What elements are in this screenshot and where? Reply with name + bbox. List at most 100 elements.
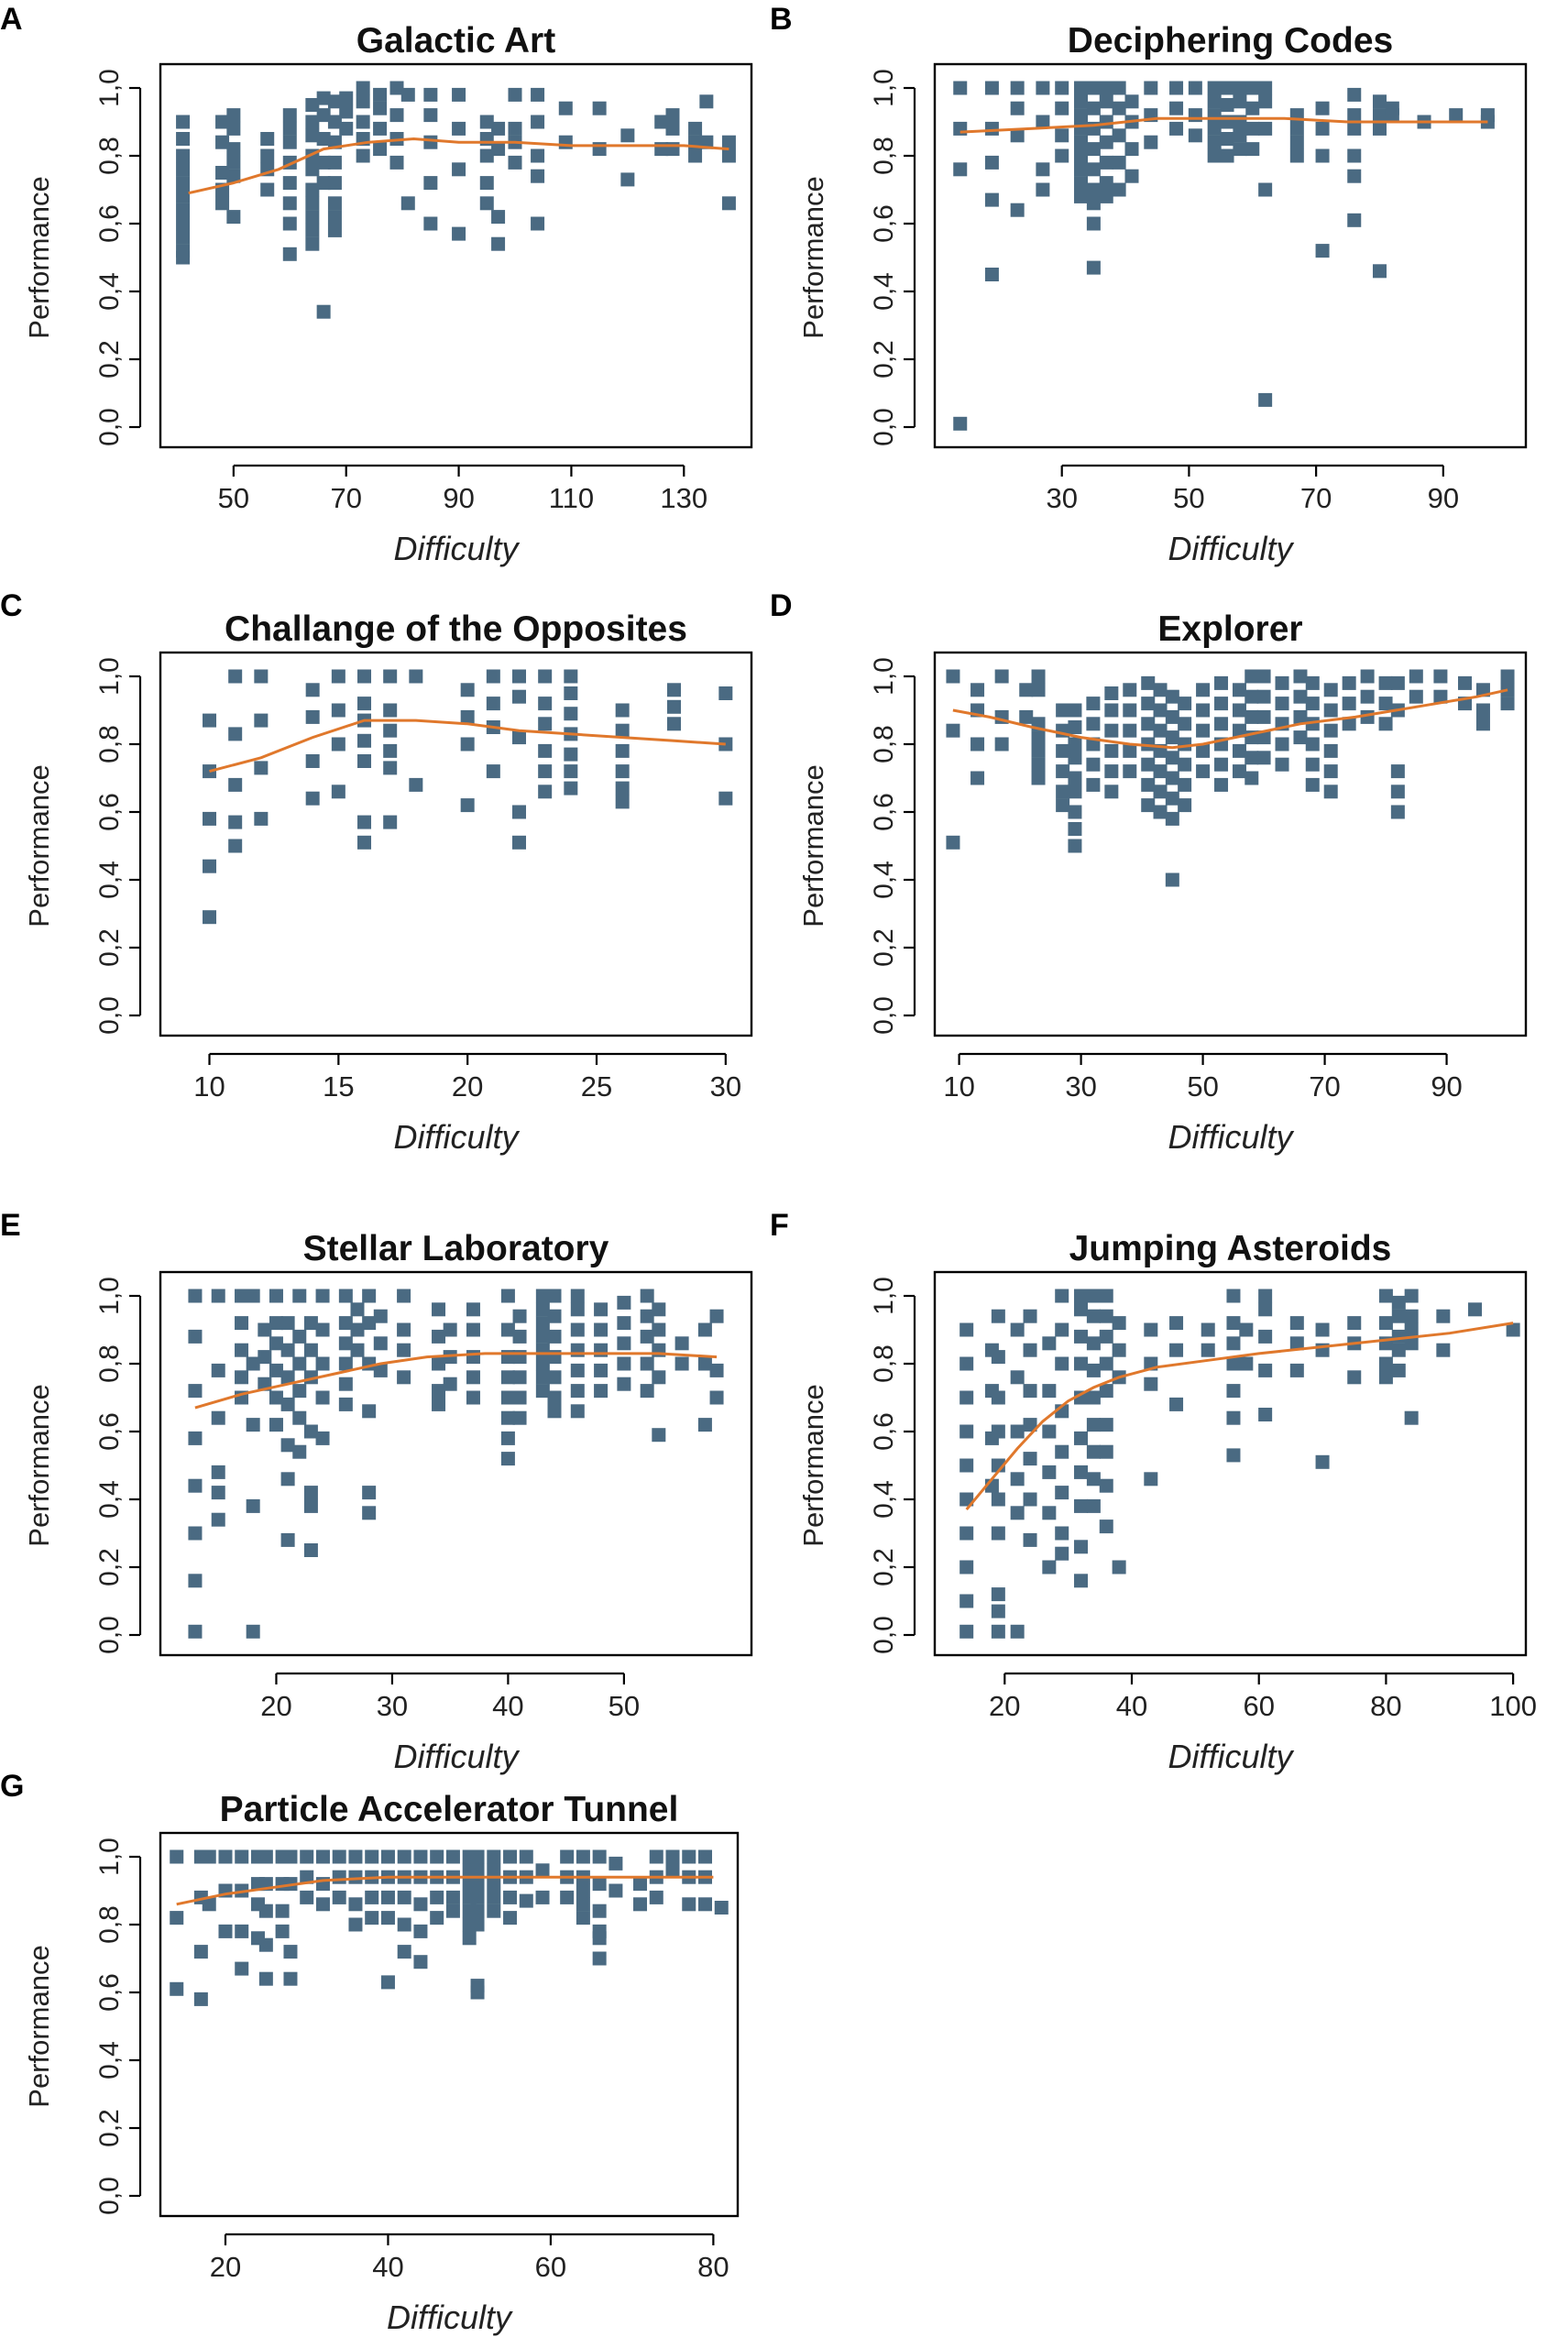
data-point bbox=[1233, 94, 1247, 109]
data-point bbox=[1500, 669, 1515, 684]
data-point bbox=[1056, 743, 1070, 758]
data-point bbox=[397, 1917, 411, 1932]
data-point bbox=[316, 176, 331, 191]
y-tick-label: 0,6 bbox=[94, 793, 125, 831]
data-point bbox=[1196, 743, 1211, 758]
data-point bbox=[1196, 764, 1211, 779]
data-point bbox=[1031, 771, 1046, 785]
data-point bbox=[1233, 81, 1247, 95]
data-point bbox=[487, 1849, 501, 1864]
plot-frame bbox=[159, 62, 753, 449]
data-point bbox=[665, 121, 680, 136]
data-point bbox=[1074, 1465, 1089, 1479]
data-point bbox=[1178, 717, 1192, 731]
data-point bbox=[570, 1322, 585, 1337]
data-point bbox=[1086, 1363, 1101, 1377]
y-tick-label: 0,4 bbox=[94, 272, 125, 311]
data-point bbox=[487, 1904, 501, 1918]
data-point bbox=[1207, 135, 1222, 149]
data-point bbox=[1385, 108, 1399, 123]
data-point bbox=[547, 1350, 562, 1365]
data-point bbox=[1245, 142, 1260, 157]
data-point bbox=[305, 754, 320, 768]
data-point bbox=[1074, 81, 1089, 95]
data-point bbox=[380, 1975, 395, 1990]
data-point bbox=[282, 108, 297, 123]
data-point bbox=[452, 162, 466, 177]
data-point bbox=[1178, 697, 1192, 711]
data-point bbox=[1099, 1444, 1113, 1459]
data-point bbox=[246, 1418, 260, 1432]
data-point bbox=[1074, 1540, 1089, 1554]
data-point bbox=[460, 709, 475, 724]
data-point bbox=[667, 683, 682, 697]
data-point bbox=[1305, 675, 1320, 690]
x-axis-title: Difficulty bbox=[387, 2299, 513, 2336]
data-point bbox=[1031, 669, 1046, 684]
data-point bbox=[1378, 717, 1393, 731]
chart-title: Deciphering Codes bbox=[1068, 21, 1393, 60]
data-point bbox=[356, 115, 370, 129]
data-point bbox=[176, 148, 191, 163]
y-tick-label: 0,0 bbox=[869, 408, 899, 446]
data-point bbox=[1074, 108, 1089, 123]
data-point bbox=[946, 669, 960, 684]
data-point bbox=[1220, 81, 1234, 95]
data-point bbox=[1055, 1356, 1069, 1371]
data-point bbox=[460, 798, 475, 813]
x-tick-label: 40 bbox=[1116, 1690, 1147, 1722]
data-point bbox=[316, 304, 331, 319]
data-point bbox=[718, 686, 733, 700]
data-point bbox=[1019, 709, 1034, 724]
data-point bbox=[1404, 1322, 1419, 1337]
data-point bbox=[1123, 764, 1137, 779]
data-point bbox=[1074, 148, 1089, 163]
data-point bbox=[1258, 121, 1273, 136]
data-point bbox=[1293, 669, 1308, 684]
x-tick-label: 100 bbox=[1489, 1690, 1537, 1722]
data-point bbox=[576, 1883, 590, 1898]
data-point bbox=[292, 1384, 307, 1399]
data-point bbox=[1068, 784, 1082, 799]
data-point bbox=[254, 669, 269, 684]
data-point bbox=[280, 1438, 295, 1453]
data-point bbox=[1188, 108, 1202, 123]
data-point bbox=[305, 210, 320, 225]
y-tick-label: 0,6 bbox=[94, 1973, 125, 2012]
data-point bbox=[305, 162, 320, 177]
panel-c: C Challange of the Opposites 0,0 0,2 0,4 0,6 0… bbox=[0, 588, 753, 1156]
data-point bbox=[254, 761, 269, 775]
data-point bbox=[1023, 1452, 1037, 1466]
data-point bbox=[1391, 1295, 1406, 1310]
data-point bbox=[466, 1390, 480, 1405]
data-point bbox=[594, 1363, 609, 1377]
data-point bbox=[1390, 784, 1405, 799]
data-point bbox=[1010, 203, 1025, 217]
data-point bbox=[1468, 1302, 1483, 1317]
data-point bbox=[699, 135, 714, 149]
data-point bbox=[226, 142, 241, 157]
data-point bbox=[432, 1356, 446, 1371]
data-point bbox=[682, 1849, 696, 1864]
data-point bbox=[1258, 1289, 1273, 1303]
data-point bbox=[487, 1890, 501, 1904]
data-point bbox=[432, 1384, 446, 1399]
data-point bbox=[1315, 148, 1330, 163]
data-point bbox=[991, 1390, 1005, 1405]
data-point bbox=[1232, 743, 1246, 758]
data-point bbox=[282, 196, 297, 211]
plot-frame bbox=[159, 1831, 740, 2218]
data-point bbox=[1112, 81, 1126, 95]
data-point bbox=[350, 1322, 365, 1337]
data-point bbox=[1099, 81, 1113, 95]
data-point bbox=[292, 1289, 307, 1303]
data-point bbox=[1074, 1498, 1089, 1513]
data-point bbox=[1019, 683, 1034, 697]
data-point bbox=[697, 1322, 712, 1337]
data-point bbox=[640, 1384, 654, 1399]
y-tick-label: 1,0 bbox=[869, 657, 899, 696]
data-point bbox=[1074, 1431, 1089, 1445]
panel-e: E Stellar Laboratory 0,0 0,2 0,4 0,6 0,8 1,0 20 3… bbox=[0, 1208, 753, 1775]
data-point bbox=[1245, 101, 1260, 115]
data-point bbox=[531, 115, 545, 129]
